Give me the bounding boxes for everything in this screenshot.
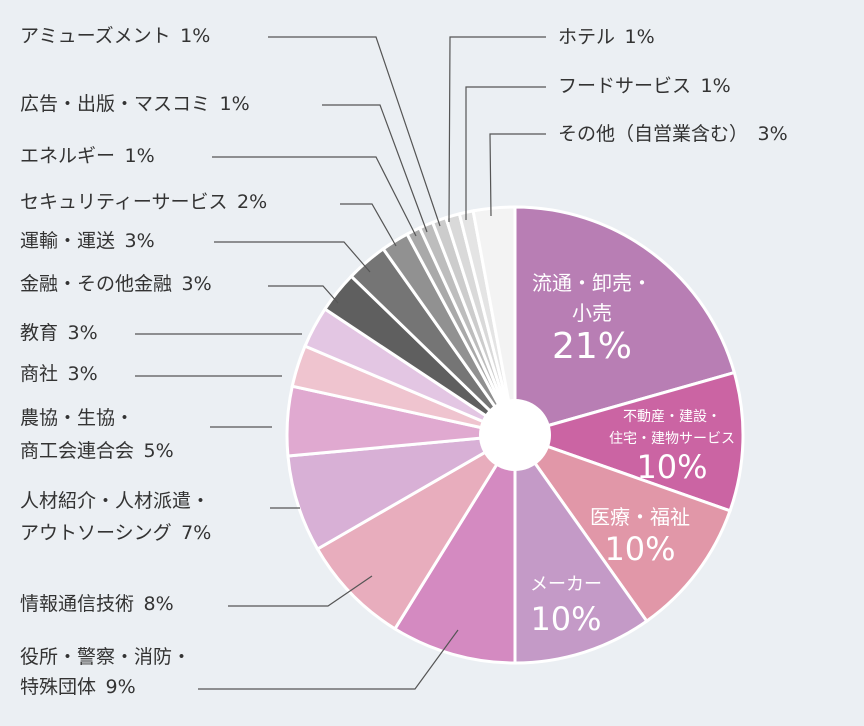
slice-pct-18: 3%: [748, 123, 788, 145]
slice-pct-0: 21%: [552, 326, 632, 367]
slice-pct-5: 8%: [134, 593, 174, 615]
slice-pct-15: 1%: [171, 25, 211, 47]
slice-pct-12: 2%: [227, 191, 267, 213]
slice-label-5-line-0: 情報通信技術 8%: [20, 593, 174, 615]
leader-line-13: [212, 156, 417, 237]
slice-pct-1: 10%: [636, 448, 707, 486]
slice-pct-7: 5%: [134, 440, 174, 462]
leader-line-5: [228, 575, 373, 607]
slice-label-1-line-0: 不動産・建設・: [623, 409, 721, 425]
slice-pct-9: 3%: [58, 322, 98, 344]
slice-label-10-line-0: 金融・その他金融 3%: [20, 273, 212, 295]
leader-line-18: [489, 133, 546, 217]
slice-label-17-line-0: フードサービス 1%: [558, 75, 731, 97]
pie-slice-1: [510, 370, 745, 513]
slice-label-6-line-1: アウトソーシング 7%: [20, 522, 211, 544]
slice-label-4-line-0: 役所・警察・消防・: [20, 646, 191, 668]
slice-label-7-line-0: 農協・生協・: [20, 407, 134, 429]
slice-pct-4: 9%: [96, 676, 136, 698]
slice-labels: 流通・卸売・小売21%不動産・建設・住宅・建物サービス10%医療・福祉10%メー…: [20, 25, 788, 698]
slice-label-18-line-0: その他（自営業含む） 3%: [558, 123, 788, 145]
slice-label-4-line-1: 特殊団体 9%: [20, 676, 136, 698]
pie-center-hole: [479, 399, 551, 471]
slice-label-9-line-0: 教育 3%: [20, 322, 98, 344]
slice-label-1-line-1: 住宅・建物サービス: [609, 431, 735, 447]
slice-pct-13: 1%: [115, 145, 155, 167]
slice-pct-2: 10%: [604, 530, 675, 568]
slice-pct-8: 3%: [58, 363, 98, 385]
slice-label-7-line-1: 商工会連合会 5%: [20, 440, 174, 462]
slice-label-16-line-0: ホテル 1%: [558, 26, 655, 48]
leader-line-16: [448, 36, 546, 223]
slice-label-2-line-0: 医療・福祉: [590, 505, 690, 529]
slice-pct-11: 3%: [115, 230, 155, 252]
leader-line-14: [322, 104, 428, 233]
slice-label-13-line-0: エネルギー 1%: [20, 145, 155, 167]
slice-label-15-line-0: アミューズメント 1%: [20, 25, 210, 47]
pie-slice-3: [513, 430, 649, 665]
slice-label-3-line-0: メーカー: [530, 574, 602, 595]
pie-slices: [285, 205, 745, 665]
slice-label-14-line-0: 広告・出版・マスコミ 1%: [20, 93, 250, 115]
slice-pct-6: 7%: [172, 522, 212, 544]
leader-line-11: [214, 241, 371, 273]
slice-label-0-line-1: 小売: [572, 301, 612, 325]
slice-pct-17: 1%: [691, 75, 731, 97]
slice-label-8-line-0: 商社 3%: [20, 363, 98, 385]
slice-pct-16: 1%: [615, 26, 655, 48]
leader-lines: [135, 36, 546, 690]
pie-slice-4: [392, 429, 517, 665]
leader-line-17: [465, 86, 546, 220]
slice-pct-3: 10%: [530, 600, 601, 638]
pie-slice-2: [511, 432, 732, 624]
slice-pct-14: 1%: [210, 93, 250, 115]
slice-label-11-line-0: 運輸・運送 3%: [20, 230, 155, 252]
leader-line-4: [198, 629, 459, 690]
pie-slice-0: [513, 205, 737, 437]
pie-slice-18: [471, 205, 517, 436]
slice-label-6-line-0: 人材紹介・人材派遣・: [20, 490, 210, 512]
leader-line-12: [340, 203, 397, 247]
slice-pct-10: 3%: [172, 273, 212, 295]
pie-slice-5: [315, 433, 517, 631]
leader-line-10: [268, 285, 339, 304]
slice-label-0-line-0: 流通・卸売・: [532, 271, 652, 295]
leader-line-15: [268, 36, 441, 227]
slice-label-12-line-0: セキュリティーサービス 2%: [20, 191, 267, 213]
